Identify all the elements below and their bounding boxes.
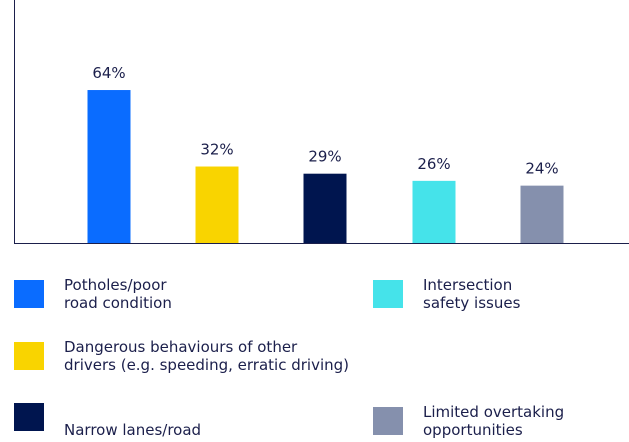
bar xyxy=(520,185,564,243)
legend-label: Limited overtaking opportunities xyxy=(423,403,565,439)
legend-label: Intersection safety issues xyxy=(423,276,521,312)
legend-swatch xyxy=(14,342,44,370)
legend-swatch xyxy=(373,280,403,308)
legend-label: Narrow lanes/road xyxy=(64,421,202,439)
legend-item: Narrow lanes/road xyxy=(14,403,201,439)
value-label: 29% xyxy=(308,148,341,166)
legend-label: Dangerous behaviours of other drivers (e… xyxy=(64,338,349,374)
legend-item: Potholes/poor road condition xyxy=(14,276,172,312)
legend-item: Intersection safety issues xyxy=(373,276,520,312)
value-label: 32% xyxy=(200,141,233,159)
legend-swatch xyxy=(373,407,403,435)
legend-swatch xyxy=(14,280,44,308)
bar xyxy=(195,166,239,243)
legend-item: Limited overtaking opportunities xyxy=(373,403,564,439)
bar xyxy=(303,173,347,243)
legend-label: Potholes/poor road condition xyxy=(64,276,172,312)
bar xyxy=(412,180,456,243)
bar xyxy=(87,90,131,243)
legend-swatch xyxy=(14,403,44,431)
legend-item: Dangerous behaviours of other drivers (e… xyxy=(14,338,349,374)
value-label: 24% xyxy=(525,160,558,178)
value-label: 26% xyxy=(417,155,450,173)
value-label: 64% xyxy=(92,64,125,82)
